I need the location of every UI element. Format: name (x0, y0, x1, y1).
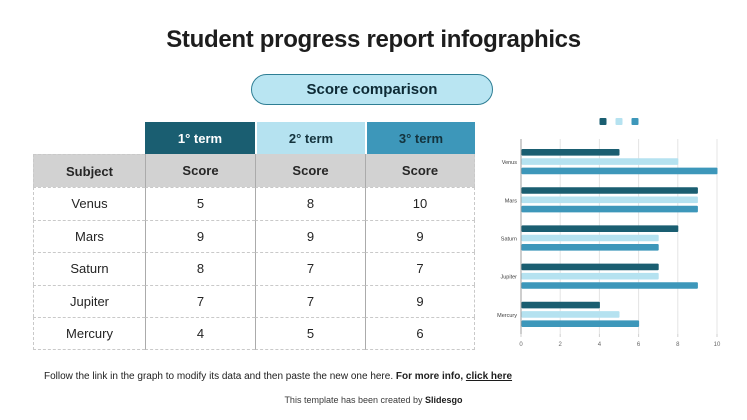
score-comparison-badge: Score comparison (251, 74, 493, 105)
instruction-note: Follow the link in the graph to modify i… (44, 371, 512, 382)
score-header: Score (145, 154, 255, 187)
score-cell: 9 (365, 219, 475, 253)
svg-text:Mars: Mars (505, 198, 517, 204)
click-here-link[interactable]: click here (465, 371, 513, 382)
score-cell: 8 (145, 252, 255, 285)
score-table: 1° term 2° term 3° term Subject Score Sc… (33, 122, 475, 350)
score-cell: 8 (255, 187, 365, 220)
score-cell: 7 (255, 284, 365, 318)
svg-text:6: 6 (637, 342, 641, 348)
score-cell: 9 (255, 219, 365, 253)
score-chart[interactable]: 0 2 4 6 8 10 Venus Mars Saturn Jupiter Mercury (488, 103, 746, 358)
note-bold-text: For more info, (395, 371, 466, 382)
note-text: Follow the link in the graph to modify i… (44, 371, 396, 382)
score-cell: 7 (255, 252, 365, 285)
svg-text:Saturn: Saturn (501, 237, 517, 243)
subject-cell: Saturn (33, 252, 145, 285)
svg-text:4: 4 (598, 342, 602, 348)
subject-cell: Mars (33, 219, 145, 253)
score-header: Score (255, 154, 365, 187)
score-cell: 7 (145, 284, 255, 318)
term2-header: 2° term (255, 122, 365, 154)
subject-cell: Venus (33, 187, 145, 220)
slidesgo-brand: Slidesgo (425, 395, 463, 405)
score-cell: 6 (365, 317, 475, 350)
badge-label: Score comparison (306, 81, 438, 98)
score-cell: 9 (145, 219, 255, 253)
score-cell: 10 (365, 187, 475, 220)
svg-text:8: 8 (676, 342, 680, 348)
credit-text: This template has been created by (284, 395, 426, 405)
score-cell: 9 (365, 284, 475, 318)
score-header: Score (365, 154, 475, 187)
svg-text:10: 10 (714, 342, 721, 348)
score-cell: 7 (365, 252, 475, 285)
term3-header: 3° term (365, 122, 475, 154)
bar-chart-svg: 0 2 4 6 8 10 Venus Mars Saturn Jupiter Mercury (497, 118, 721, 348)
term1-header: 1° term (145, 122, 255, 154)
score-cell: 5 (255, 317, 365, 350)
subject-cell: Mercury (33, 317, 145, 350)
svg-text:Venus: Venus (502, 160, 518, 166)
template-credit: This template has been created by Slides… (0, 395, 747, 405)
page-title: Student progress report infographics (166, 26, 581, 53)
table-corner-cell (33, 122, 145, 154)
score-cell: 4 (145, 317, 255, 350)
svg-text:2: 2 (559, 342, 563, 348)
subject-cell: Jupiter (33, 284, 145, 318)
svg-text:Mercury: Mercury (497, 313, 517, 319)
svg-text:Jupiter: Jupiter (500, 275, 517, 281)
svg-text:0: 0 (519, 342, 523, 348)
score-cell: 5 (145, 187, 255, 220)
subject-header: Subject (33, 154, 145, 187)
